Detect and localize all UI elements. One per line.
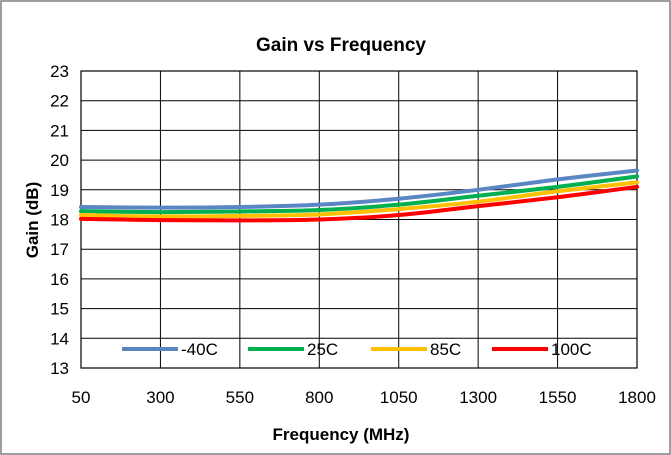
y-axis-title: Gain (dB) — [23, 182, 42, 259]
legend-label-25c: 25C — [307, 340, 338, 359]
x-tick-label: 550 — [226, 388, 254, 407]
y-tick-label: 18 — [50, 211, 69, 230]
legend-label-85c: 85C — [430, 340, 461, 359]
x-tick-label: 1300 — [459, 388, 497, 407]
x-tick-label: 1800 — [618, 388, 656, 407]
x-axis-title: Frequency (MHz) — [273, 425, 410, 444]
legend-label-40c: -40C — [181, 340, 218, 359]
tick-labels: 13 14 15 16 17 18 19 20 21 22 23 50 300 550 800 1050 130… — [50, 62, 656, 407]
x-tick-label: 1550 — [539, 388, 577, 407]
series-line-40c — [79, 168, 639, 210]
series-line-25c — [79, 174, 639, 215]
y-tick-label: 23 — [50, 62, 69, 81]
x-tick-label: 1050 — [380, 388, 418, 407]
legend-label-100c: 100C — [551, 340, 592, 359]
series-lines — [79, 168, 639, 223]
x-tick-label: 800 — [305, 388, 333, 407]
x-tick-label: 50 — [72, 388, 91, 407]
y-tick-label: 16 — [50, 270, 69, 289]
y-tick-label: 20 — [50, 151, 69, 170]
y-tick-label: 22 — [50, 92, 69, 111]
series-line-100c — [79, 184, 639, 223]
y-tick-label: 21 — [50, 121, 69, 140]
series-line-85c — [79, 180, 639, 219]
x-tick-label: 300 — [146, 388, 174, 407]
legend: -40C 25C 85C 100C — [122, 340, 592, 359]
chart-title: Gain vs Frequency — [256, 35, 426, 56]
y-tick-label: 14 — [50, 329, 69, 348]
y-tick-label: 17 — [50, 240, 69, 259]
y-tick-label: 19 — [50, 181, 69, 200]
y-tick-label: 13 — [50, 359, 69, 378]
y-tick-label: 15 — [50, 300, 69, 319]
